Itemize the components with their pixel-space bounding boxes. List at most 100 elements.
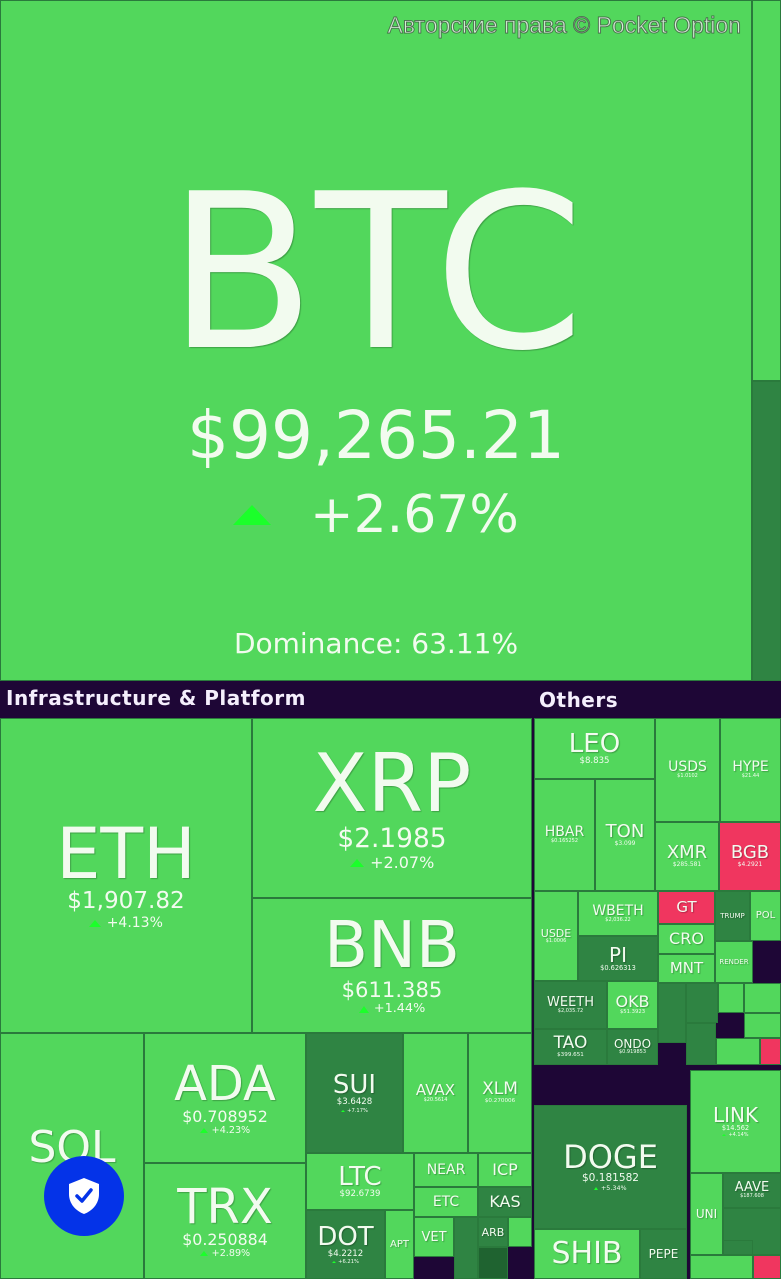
tile-price: $399.651 — [557, 1052, 584, 1059]
tile-price: $1.0006 — [545, 937, 567, 944]
tile-ada[interactable]: ADA $0.708952 +4.23% — [144, 1033, 306, 1163]
triangle-up-icon — [358, 1005, 369, 1013]
tile-unlabeled[interactable] — [744, 983, 781, 1013]
tile-change: +5.34% — [594, 1184, 627, 1193]
tile-cro[interactable]: CRO — [658, 924, 715, 954]
tile-price: $285.581 — [672, 861, 702, 869]
tile-symbol: BNB — [324, 909, 460, 984]
tile-avax[interactable]: AVAX $20.5614 — [403, 1033, 468, 1153]
tile-price: $0.181582 — [581, 1172, 640, 1185]
tile-symbol: UNI — [695, 1207, 718, 1221]
tile-change: +4.14% — [722, 1132, 749, 1139]
tile-change: +2.07% — [349, 853, 434, 872]
tile-price: $92.6739 — [339, 1188, 381, 1199]
tile-unlabeled[interactable] — [686, 983, 718, 1023]
triangle-up-icon — [349, 858, 364, 867]
tile-ondo[interactable]: ONDO $0.919853 — [607, 1029, 658, 1065]
tile-ltc[interactable]: LTC $92.6739 — [306, 1153, 414, 1210]
tile-vet[interactable]: VET — [414, 1217, 454, 1257]
tile-sol[interactable]: SOL$1 — [0, 1033, 144, 1279]
triangle-up-icon — [199, 1128, 208, 1134]
tile-price: $2,036.22 — [605, 916, 631, 923]
change-value: +4.23% — [211, 1124, 251, 1136]
tile-gt[interactable]: GT — [658, 891, 715, 924]
tile-pol[interactable]: POL — [750, 891, 781, 941]
tile-change: +4.23% — [199, 1124, 251, 1137]
tile-weeth[interactable]: WEETH $2,035.72 — [534, 981, 607, 1029]
tile-uni[interactable]: UNI — [690, 1173, 723, 1255]
tile-symbol: PI — [609, 942, 627, 967]
tile-unlabeled[interactable] — [454, 1217, 478, 1279]
tile-strip[interactable] — [752, 0, 781, 381]
tile-mnt[interactable]: MNT — [658, 954, 715, 983]
tile-symbol: APT — [390, 1238, 409, 1250]
change-value: +4.14% — [728, 1132, 749, 1139]
tile-doge[interactable]: DOGE $0.181582 +5.34% — [534, 1105, 687, 1229]
tile-tao[interactable]: TAO $399.651 — [534, 1029, 607, 1065]
section-header-infra: Infrastructure & Platform — [6, 681, 526, 715]
tile-bnb[interactable]: BNB $611.385 +1.44% — [252, 898, 532, 1033]
tile-icp[interactable]: ICP — [478, 1153, 532, 1187]
tile-price: $99,265.21 — [187, 396, 565, 474]
tile-unlabeled[interactable] — [478, 1247, 508, 1279]
tile-unlabeled[interactable] — [753, 1255, 781, 1279]
tile-hbar[interactable]: HBAR $0.165252 — [534, 779, 595, 891]
tile-strip[interactable] — [752, 381, 781, 681]
tile-sui[interactable]: SUI $3.6428 +7.17% — [306, 1033, 403, 1153]
tile-unlabeled[interactable] — [658, 983, 686, 1043]
tile-okb[interactable]: OKB $51.3923 — [607, 981, 658, 1029]
tile-aave[interactable]: AAVE $187.608 — [723, 1173, 781, 1208]
tile-symbol: WBETH — [592, 902, 644, 919]
tile-symbol: AVAX — [415, 1080, 456, 1099]
tile-usds[interactable]: USDS $1.0102 — [655, 718, 720, 822]
tile-unlabeled[interactable] — [690, 1255, 753, 1279]
tile-price: $3.6428 — [336, 1097, 373, 1108]
tile-symbol: ICP — [492, 1160, 518, 1179]
tile-pepe[interactable]: PEPE — [640, 1229, 687, 1279]
tile-unlabeled[interactable] — [744, 1013, 781, 1038]
tile-kas[interactable]: KAS — [478, 1187, 532, 1217]
tile-trx[interactable]: TRX $0.250884 +2.89% — [144, 1163, 306, 1279]
tile-usde[interactable]: USDE $1.0006 — [534, 891, 578, 981]
tile-price: $0.250884 — [182, 1229, 268, 1249]
tile-price: $0.919853 — [618, 1049, 647, 1056]
tile-btc[interactable]: BTC $99,265.21 +2.67% Dominance: 63.11% — [0, 0, 752, 681]
tile-dot[interactable]: DOT $4.2212 +6.21% — [306, 1210, 385, 1279]
tile-unlabeled[interactable] — [686, 1023, 716, 1065]
tile-bgb[interactable]: BGB $4.2921 — [719, 822, 781, 891]
tile-symbol: ETH — [56, 813, 196, 896]
tile-xlm[interactable]: XLM $0.270006 — [468, 1033, 532, 1153]
tile-symbol: WEETH — [547, 994, 594, 1010]
tile-etc[interactable]: ETC — [414, 1187, 478, 1217]
tile-pi[interactable]: PI $0.626313 — [578, 936, 658, 981]
tile-link[interactable]: LINK $14.562 +4.14% — [690, 1070, 781, 1173]
security-button[interactable] — [44, 1156, 124, 1236]
tile-xrp[interactable]: XRP $2.1985 +2.07% — [252, 718, 532, 898]
tile-arb[interactable]: ARB — [478, 1217, 508, 1247]
tile-unlabeled[interactable] — [716, 1038, 760, 1065]
tile-unlabeled[interactable] — [723, 1240, 753, 1255]
tile-xmr[interactable]: XMR $285.581 — [655, 822, 719, 891]
dominance-label: Dominance: 63.11% — [233, 627, 519, 660]
tile-price: $21.44 — [741, 773, 760, 780]
tile-wbeth[interactable]: WBETH $2,036.22 — [578, 891, 658, 936]
tile-unlabeled[interactable] — [508, 1217, 532, 1247]
tile-eth[interactable]: ETH $1,907.82 +4.13% — [0, 718, 252, 1033]
tile-leo[interactable]: LEO $8.835 — [534, 718, 655, 779]
tile-ton[interactable]: TON $3.099 — [595, 779, 655, 891]
tile-apt[interactable]: APT — [385, 1210, 414, 1279]
tile-hype[interactable]: HYPE $21.44 — [720, 718, 781, 822]
tile-price: $2.1985 — [337, 822, 447, 854]
section-header-others: Others — [539, 683, 779, 717]
tile-shib[interactable]: SHIB — [534, 1229, 640, 1279]
tile-price: $2,035.72 — [557, 1007, 584, 1014]
tile-near[interactable]: NEAR — [414, 1153, 478, 1187]
section-header-meme — [534, 1065, 687, 1105]
tile-price: $8.835 — [579, 755, 610, 766]
tile-unlabeled[interactable] — [760, 1038, 781, 1065]
tile-symbol: XMR — [666, 842, 708, 864]
tile-unlabeled[interactable] — [718, 983, 744, 1013]
tile-render[interactable]: RENDER — [715, 941, 753, 983]
tile-price: $0.626313 — [600, 963, 636, 972]
tile-trump[interactable]: TRUMP — [715, 891, 750, 941]
